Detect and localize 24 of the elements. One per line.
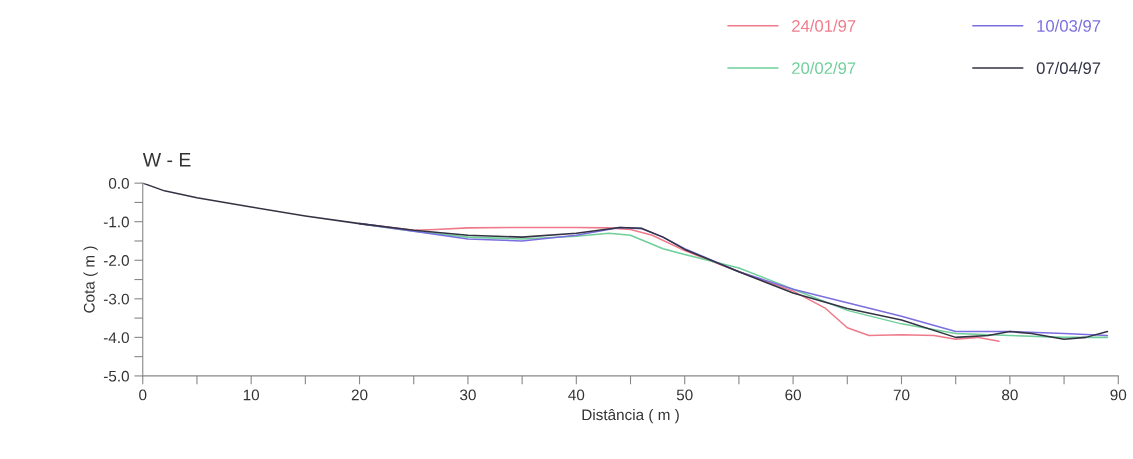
y-axis-title: Cota ( m ): [83, 246, 98, 313]
legend-label: 10/03/97: [1037, 19, 1101, 32]
x-tick-label: 10: [243, 389, 260, 401]
x-tick-label: 20: [351, 389, 368, 401]
line-series: [142, 183, 1109, 341]
y-tick-label: 0.0: [108, 178, 129, 189]
y-tick-label: -4.0: [103, 332, 129, 344]
x-tick-label: 30: [460, 389, 476, 401]
chart-title: W - E: [142, 153, 191, 167]
x-tick-label: 80: [1002, 389, 1018, 401]
y-tick-label: -3.0: [103, 293, 129, 305]
x-tick-label: 90: [1110, 389, 1127, 401]
x-tick-label: 40: [568, 389, 585, 401]
y-tick-label: -2.0: [103, 255, 129, 266]
legend-label: 07/04/97: [1036, 61, 1101, 75]
x-tick-label: 70: [893, 389, 910, 401]
x-axis-title: Distância ( m ): [582, 408, 679, 424]
x-tick-label: 60: [785, 389, 801, 401]
x-tick-label: 50: [676, 389, 693, 401]
y-tick-label: -1.0: [103, 216, 129, 228]
legend-label: 20/02/97: [792, 61, 856, 75]
x-tick-label: 0: [139, 389, 147, 401]
y-tick-label: -5.0: [103, 370, 129, 382]
legend-label: 24/01/97: [792, 19, 856, 32]
